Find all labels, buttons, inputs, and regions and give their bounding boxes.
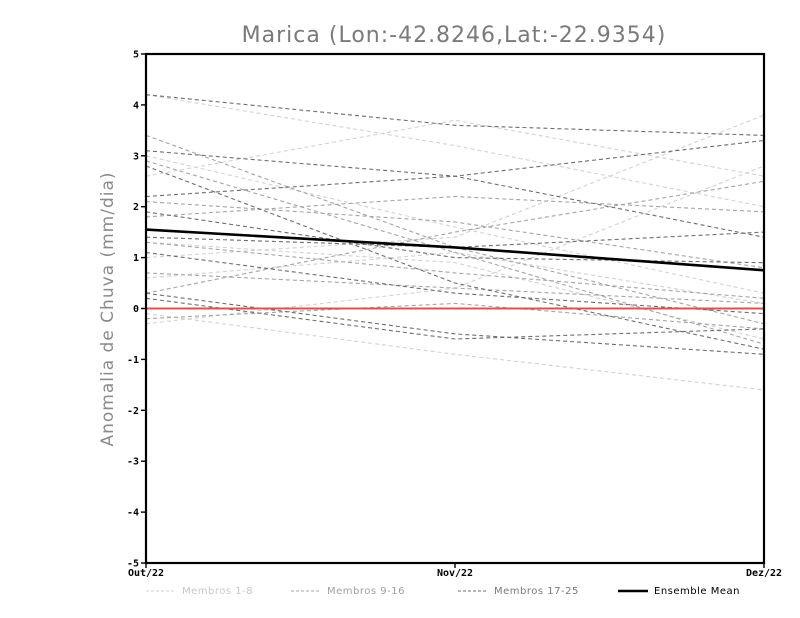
member-line [145, 241, 765, 299]
legend-label: Membros 1-8 [182, 586, 253, 597]
plot-area: -5 -4 -3 -2 -1 0 1 2 3 4 5 Out/22 Nov/22 Dez/22 [127, 50, 782, 580]
y-tick-label: 1 [133, 253, 139, 264]
member-line [145, 302, 765, 330]
member-line [145, 241, 765, 340]
member-line [145, 160, 765, 345]
y-tick-label: -4 [127, 508, 139, 519]
legend-label: Membros 9-16 [327, 586, 405, 597]
y-tick-label: 3 [133, 151, 139, 162]
y-tick-label: -3 [127, 457, 139, 468]
member-line [145, 119, 765, 177]
ensemble-mean-line [145, 228, 765, 272]
member-line [145, 251, 765, 315]
x-tick-label: Nov/22 [437, 568, 473, 579]
member-line [145, 155, 765, 294]
member-line [145, 114, 765, 259]
x-tick-label: Out/22 [128, 568, 164, 579]
y-tick-label: -5 [127, 559, 139, 570]
x-tick-label: Dez/22 [746, 568, 782, 579]
member-line [145, 211, 765, 264]
member-line [145, 139, 765, 177]
member-line [145, 165, 765, 350]
legend-label: Membros 17-25 [494, 586, 579, 597]
member-line [145, 272, 765, 304]
y-tick-label: 0 [133, 304, 139, 315]
member-line [145, 165, 765, 325]
member-line [145, 94, 765, 136]
y-tick-label: -2 [127, 406, 139, 417]
member-line [145, 292, 765, 355]
chart-title: Marica (Lon:-42.8246,Lat:-22.9354) [242, 23, 667, 48]
member-line [145, 201, 765, 269]
member-line [145, 297, 765, 340]
member-line [145, 175, 765, 238]
y-tick-label: -1 [127, 355, 139, 366]
y-axis-label: Anomalia de Chuva (mm/dia) [98, 171, 118, 446]
y-tick-label: 2 [133, 202, 139, 213]
member-line [145, 313, 765, 391]
member-line [145, 195, 765, 218]
legend-label: Ensemble Mean [654, 586, 740, 597]
member-line [145, 134, 765, 325]
y-tick-label: 4 [133, 100, 139, 111]
legend: Membros 1-8 Membros 9-16 Membros 17-25 Ense… [146, 586, 740, 597]
y-tick-label: 5 [133, 50, 139, 61]
